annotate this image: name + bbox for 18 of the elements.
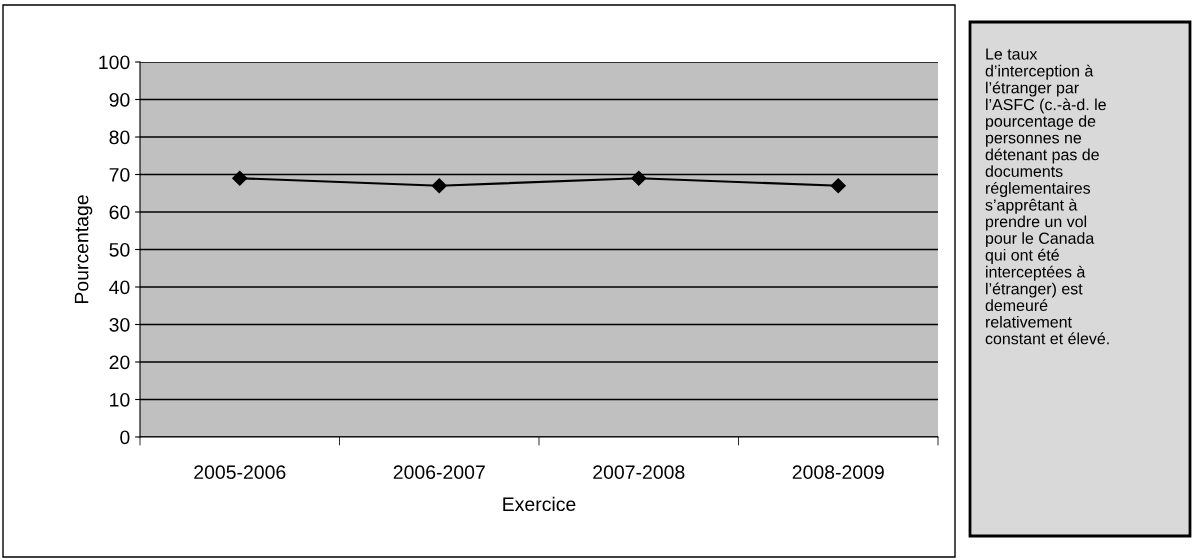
y-axis-title: Pourcentage bbox=[74, 195, 93, 304]
y-tick-label: 90 bbox=[109, 92, 130, 107]
y-tick-label: 10 bbox=[110, 392, 130, 407]
y-tick-label: 40 bbox=[109, 280, 130, 295]
y-tick-label: 20 bbox=[109, 355, 130, 370]
x-axis-title: Exercice bbox=[503, 496, 576, 512]
text: Le taux d’interception à l’étranger par l’ASFC (c.-à-d. le pourcentage de personnes ne détenant pas de documents réglementaires s’apprêtant à prendre un vol pour le Canada qui ont été interceptées à l’étranger) est demeuré relativement constant et élevé. bbox=[985, 48, 1109, 345]
x-tick-label: 2007-2008 bbox=[593, 465, 685, 480]
y-tick-label: 60 bbox=[109, 205, 130, 220]
x-tick-label: 2008-2009 bbox=[792, 465, 884, 480]
y-tick-label: 30 bbox=[109, 317, 130, 332]
y-tick-label: 70 bbox=[109, 167, 130, 182]
x-tick-label: 2006-2007 bbox=[393, 465, 485, 480]
y-tick-label: 100 bbox=[99, 55, 130, 70]
y-tick-label: 0 bbox=[120, 430, 130, 445]
y-tick-label: 80 bbox=[109, 130, 130, 145]
y-tick-label: 50 bbox=[109, 242, 130, 257]
x-tick-label: 2005-2006 bbox=[194, 465, 286, 480]
